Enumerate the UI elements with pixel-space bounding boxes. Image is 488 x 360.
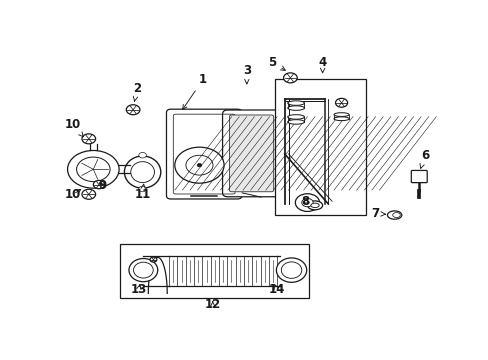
Ellipse shape	[310, 203, 319, 208]
Circle shape	[185, 155, 213, 175]
Circle shape	[139, 186, 146, 192]
Circle shape	[93, 180, 104, 189]
Text: 14: 14	[267, 283, 284, 296]
Text: 3: 3	[242, 64, 250, 84]
Circle shape	[335, 98, 347, 107]
Ellipse shape	[287, 106, 304, 110]
Circle shape	[295, 194, 319, 211]
Text: 1: 1	[182, 73, 207, 109]
Ellipse shape	[333, 113, 348, 116]
Circle shape	[82, 134, 96, 144]
Text: 10: 10	[65, 188, 81, 201]
Circle shape	[126, 105, 140, 115]
Ellipse shape	[386, 211, 401, 219]
Bar	[120, 244, 309, 298]
Text: 2: 2	[133, 82, 141, 101]
Ellipse shape	[276, 258, 306, 282]
Text: 7: 7	[371, 207, 385, 220]
Ellipse shape	[392, 212, 400, 217]
Text: 12: 12	[204, 298, 221, 311]
Ellipse shape	[287, 115, 304, 119]
Ellipse shape	[124, 156, 161, 188]
Text: 13: 13	[130, 283, 146, 296]
FancyBboxPatch shape	[229, 115, 273, 192]
Ellipse shape	[333, 117, 348, 121]
Ellipse shape	[287, 120, 304, 124]
FancyBboxPatch shape	[410, 170, 427, 183]
FancyBboxPatch shape	[166, 109, 242, 199]
Ellipse shape	[287, 101, 304, 105]
Circle shape	[150, 257, 157, 262]
Circle shape	[77, 157, 110, 181]
Ellipse shape	[133, 262, 153, 278]
Ellipse shape	[129, 258, 158, 282]
Text: 9: 9	[98, 179, 106, 192]
Circle shape	[301, 198, 312, 207]
Circle shape	[67, 150, 119, 188]
Circle shape	[283, 73, 297, 83]
Bar	[275, 79, 366, 215]
FancyBboxPatch shape	[222, 110, 280, 197]
Text: 4: 4	[318, 56, 326, 73]
Text: 11: 11	[134, 184, 150, 201]
Ellipse shape	[307, 201, 322, 210]
Circle shape	[82, 189, 96, 199]
Text: 5: 5	[268, 56, 285, 70]
Circle shape	[175, 147, 224, 183]
Text: 6: 6	[419, 149, 428, 168]
Text: 10: 10	[65, 118, 83, 137]
Ellipse shape	[281, 262, 301, 278]
Ellipse shape	[130, 162, 154, 183]
Text: 8: 8	[301, 195, 309, 208]
Circle shape	[197, 163, 202, 167]
Circle shape	[139, 152, 146, 158]
